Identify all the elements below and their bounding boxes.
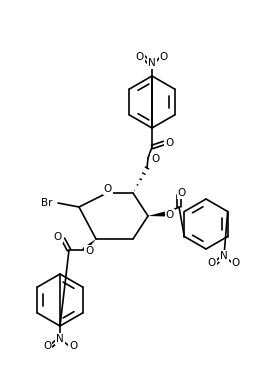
Text: O: O — [166, 210, 174, 220]
Text: O: O — [104, 184, 112, 194]
Text: O: O — [69, 341, 77, 351]
Text: O: O — [54, 232, 62, 242]
Text: O: O — [232, 258, 240, 268]
Text: O: O — [165, 138, 173, 148]
Text: O: O — [208, 258, 216, 268]
Text: N: N — [220, 251, 228, 261]
Text: O: O — [178, 188, 186, 198]
Text: O: O — [85, 246, 93, 256]
Polygon shape — [148, 211, 165, 216]
Text: N: N — [56, 334, 64, 344]
Polygon shape — [82, 239, 96, 252]
Text: N: N — [148, 58, 156, 68]
Text: O: O — [136, 52, 144, 62]
Text: O: O — [43, 341, 51, 351]
Text: Br: Br — [40, 198, 52, 208]
Text: O: O — [151, 154, 159, 164]
Text: O: O — [160, 52, 168, 62]
